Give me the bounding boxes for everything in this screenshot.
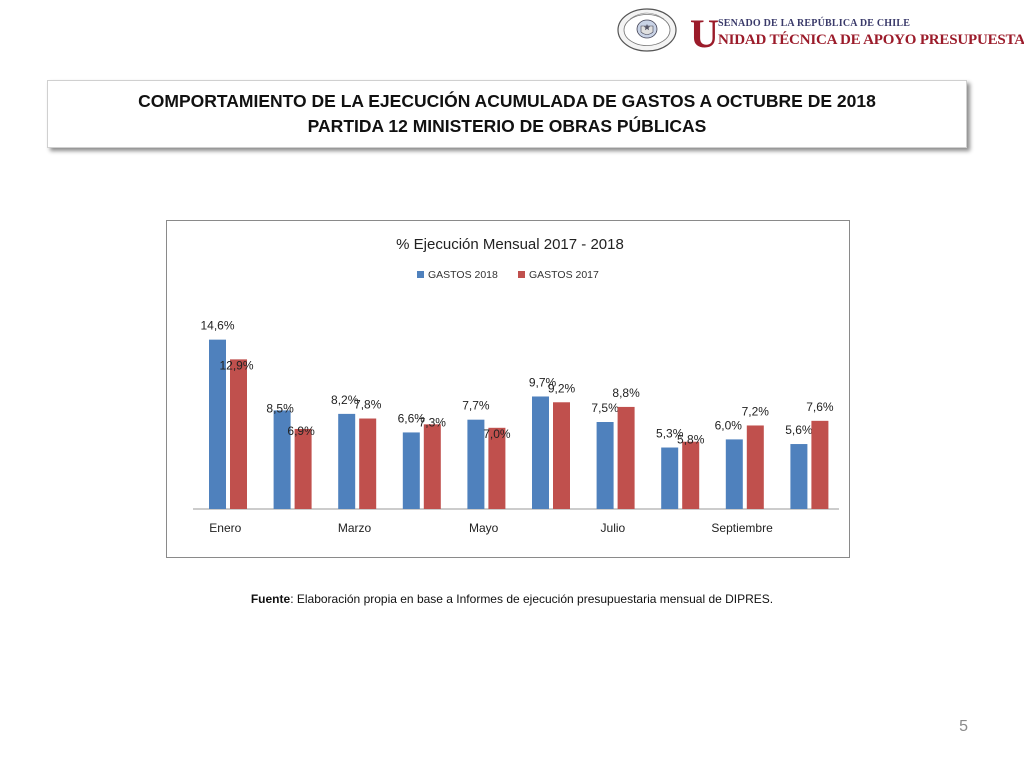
x-tick-label-julio: Julio bbox=[601, 521, 626, 535]
bar-2018-abril bbox=[402, 432, 420, 509]
data-label-2018-agosto: 5,3% bbox=[656, 427, 684, 441]
bar-2017-enero bbox=[230, 359, 247, 509]
bar-2017-marzo bbox=[359, 418, 377, 509]
chart-frame: % Ejecución Mensual 2017 - 2018 GASTOS 20… bbox=[166, 220, 850, 558]
bar-2018-agosto bbox=[661, 447, 679, 509]
bar-2017-julio bbox=[617, 406, 635, 509]
data-label-2018-febrero: 8,5% bbox=[266, 401, 294, 415]
data-label-2017-febrero: 6,9% bbox=[287, 424, 315, 438]
data-label-2017-mayo: 7,0% bbox=[483, 427, 511, 441]
data-label-2017-julio: 8,8% bbox=[612, 386, 640, 400]
bar-2017-octubre bbox=[811, 420, 829, 509]
data-label-2018-enero: 14,6% bbox=[200, 319, 234, 333]
data-label-2018-septiembre: 6,0% bbox=[715, 418, 743, 432]
page-number: 5 bbox=[959, 718, 968, 735]
data-label-2017-abril: 7,3% bbox=[419, 415, 447, 429]
data-label-2017-marzo: 7,8% bbox=[354, 398, 382, 412]
logo-line-senate: SENADO DE LA REPÚBLICA DE CHILE bbox=[718, 18, 911, 29]
source-note: Fuente: Elaboración propia en base a Inf… bbox=[0, 592, 1024, 606]
slide-title-box: COMPORTAMIENTO DE LA EJECUCIÓN ACUMULADA… bbox=[47, 80, 967, 148]
bar-2018-junio bbox=[532, 396, 549, 509]
bar-2018-octubre bbox=[790, 444, 808, 509]
data-label-2017-enero: 12,9% bbox=[219, 358, 253, 372]
logo-letter: U bbox=[690, 11, 719, 56]
bar-2018-marzo bbox=[338, 413, 356, 509]
data-label-2018-octubre: 5,6% bbox=[785, 423, 813, 437]
bar-2018-julio bbox=[596, 422, 614, 509]
logo-line-unit: NIDAD TÉCNICA DE APOYO PRESUPUESTARIO bbox=[718, 32, 1024, 48]
bar-2018-septiembre bbox=[725, 439, 743, 509]
legend-gastos-2017-swatch bbox=[518, 271, 525, 278]
bar-2017-febrero bbox=[294, 428, 312, 509]
data-label-2018-marzo: 8,2% bbox=[331, 393, 359, 407]
source-label: Fuente bbox=[250, 592, 291, 606]
data-label-2017-septiembre: 7,2% bbox=[742, 404, 770, 418]
legend-gastos-2018-swatch bbox=[417, 271, 424, 278]
bar-2017-mayo bbox=[488, 427, 506, 509]
data-label-2018-julio: 7,5% bbox=[591, 401, 619, 415]
data-label-2017-junio: 9,2% bbox=[548, 381, 576, 395]
bar-2017-agosto bbox=[682, 441, 700, 509]
data-label-2018-abril: 6,6% bbox=[398, 411, 426, 425]
bar-2017-septiembre bbox=[746, 425, 764, 509]
slide-title-line-2: PARTIDA 12 MINISTERIO DE OBRAS PÚBLICAS bbox=[307, 116, 707, 136]
slide-title-line-1: COMPORTAMIENTO DE LA EJECUCIÓN ACUMULADA… bbox=[138, 91, 876, 111]
legend-gastos-2017-label: GASTOS 2017 bbox=[529, 269, 599, 281]
senate-seal-icon bbox=[616, 7, 678, 53]
chart-title: % Ejecución Mensual 2017 - 2018 bbox=[396, 236, 624, 253]
x-tick-label-enero: Enero bbox=[209, 521, 241, 535]
data-label-2017-octubre: 7,6% bbox=[806, 400, 834, 414]
x-tick-label-septiembre: Septiembre bbox=[711, 521, 773, 535]
x-tick-label-marzo: Marzo bbox=[338, 521, 372, 535]
bar-2018-mayo bbox=[467, 419, 485, 509]
bar-2017-junio bbox=[553, 402, 570, 509]
data-label-2018-mayo: 7,7% bbox=[462, 399, 490, 413]
data-label-2018-junio: 9,7% bbox=[529, 375, 557, 389]
data-label-2017-agosto: 5,8% bbox=[677, 433, 705, 447]
source-text: : Elaboración propia en base a Informes … bbox=[290, 592, 774, 606]
legend-gastos-2018-label: GASTOS 2018 bbox=[428, 269, 498, 281]
bar-2018-febrero bbox=[273, 410, 291, 509]
x-tick-label-mayo: Mayo bbox=[469, 521, 499, 535]
bar-2018-enero bbox=[209, 339, 226, 509]
bar-2017-abril bbox=[423, 424, 441, 509]
bar-chart: % Ejecución Mensual 2017 - 2018 GASTOS 20… bbox=[193, 236, 839, 535]
